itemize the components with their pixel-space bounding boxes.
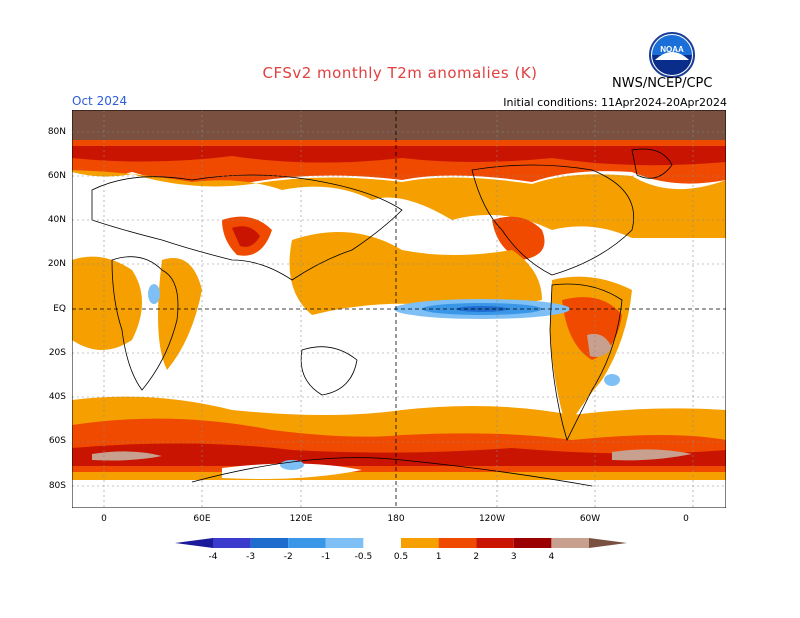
colorbar-label: 3: [511, 552, 517, 562]
lon-label: 180: [387, 514, 405, 524]
logo-text: NOAA: [660, 45, 684, 54]
lat-label: 40S: [48, 392, 66, 402]
lon-label: 0: [101, 514, 107, 524]
colorbar-swatch: [325, 538, 364, 548]
colorbar-swatch: [363, 538, 401, 548]
initial-conditions: Initial conditions: 11Apr2024-20Apr2024: [503, 96, 727, 109]
reference-lines: [72, 110, 726, 508]
colorbar-swatch: [476, 538, 514, 548]
colorbar-label: -1: [321, 552, 330, 562]
lat-label: 60N: [47, 171, 66, 181]
map-title: CFSv2 monthly T2m anomalies (K): [262, 64, 538, 82]
colorbar-swatch: [288, 538, 326, 548]
lat-label: 40N: [47, 215, 66, 225]
colorbar-swatch: [401, 538, 439, 548]
colorbar-swatch: [438, 538, 477, 548]
lon-label: 60W: [579, 514, 601, 524]
colorbar-swatch: [589, 538, 627, 548]
colorbar: -4 -3 -2 -1 -0.5 0.5 1 2 3 4: [175, 538, 627, 562]
lon-label: 60E: [193, 514, 211, 524]
forecast-month: Oct 2024: [72, 94, 128, 108]
colorbar-swatch: [250, 538, 289, 548]
colorbar-label: 4: [549, 552, 555, 562]
lat-label: 80N: [47, 127, 66, 137]
lat-label: EQ: [53, 304, 66, 314]
colorbar-label: -4: [209, 552, 218, 562]
lon-label: 120W: [478, 514, 506, 524]
colorbar-label: 0.5: [394, 552, 408, 562]
lat-label: 60S: [48, 436, 66, 446]
colorbar-label: 2: [473, 552, 479, 562]
colorbar-label: -2: [284, 552, 293, 562]
lon-label: 0: [683, 514, 689, 524]
anomaly-map: [72, 110, 726, 508]
colorbar-label: -3: [246, 552, 255, 562]
colorbar-label: 1: [436, 552, 442, 562]
colorbar-swatch: [175, 538, 213, 548]
lon-label: 120E: [289, 514, 313, 524]
colorbar-label: -0.5: [355, 552, 373, 562]
coastlines: [91, 148, 673, 487]
lat-label: 80S: [48, 481, 66, 491]
colorbar-swatch: [213, 538, 251, 548]
colorbar-swatch: [551, 538, 589, 548]
lat-label: 20S: [48, 348, 66, 358]
gridlines: [72, 110, 726, 508]
colorbar-swatch: [513, 538, 552, 548]
lat-label: 20N: [47, 259, 66, 269]
organization-label: NWS/NCEP/CPC: [612, 76, 713, 91]
anomaly-fields: [72, 110, 726, 480]
noaa-logo: NOAA: [649, 32, 695, 78]
